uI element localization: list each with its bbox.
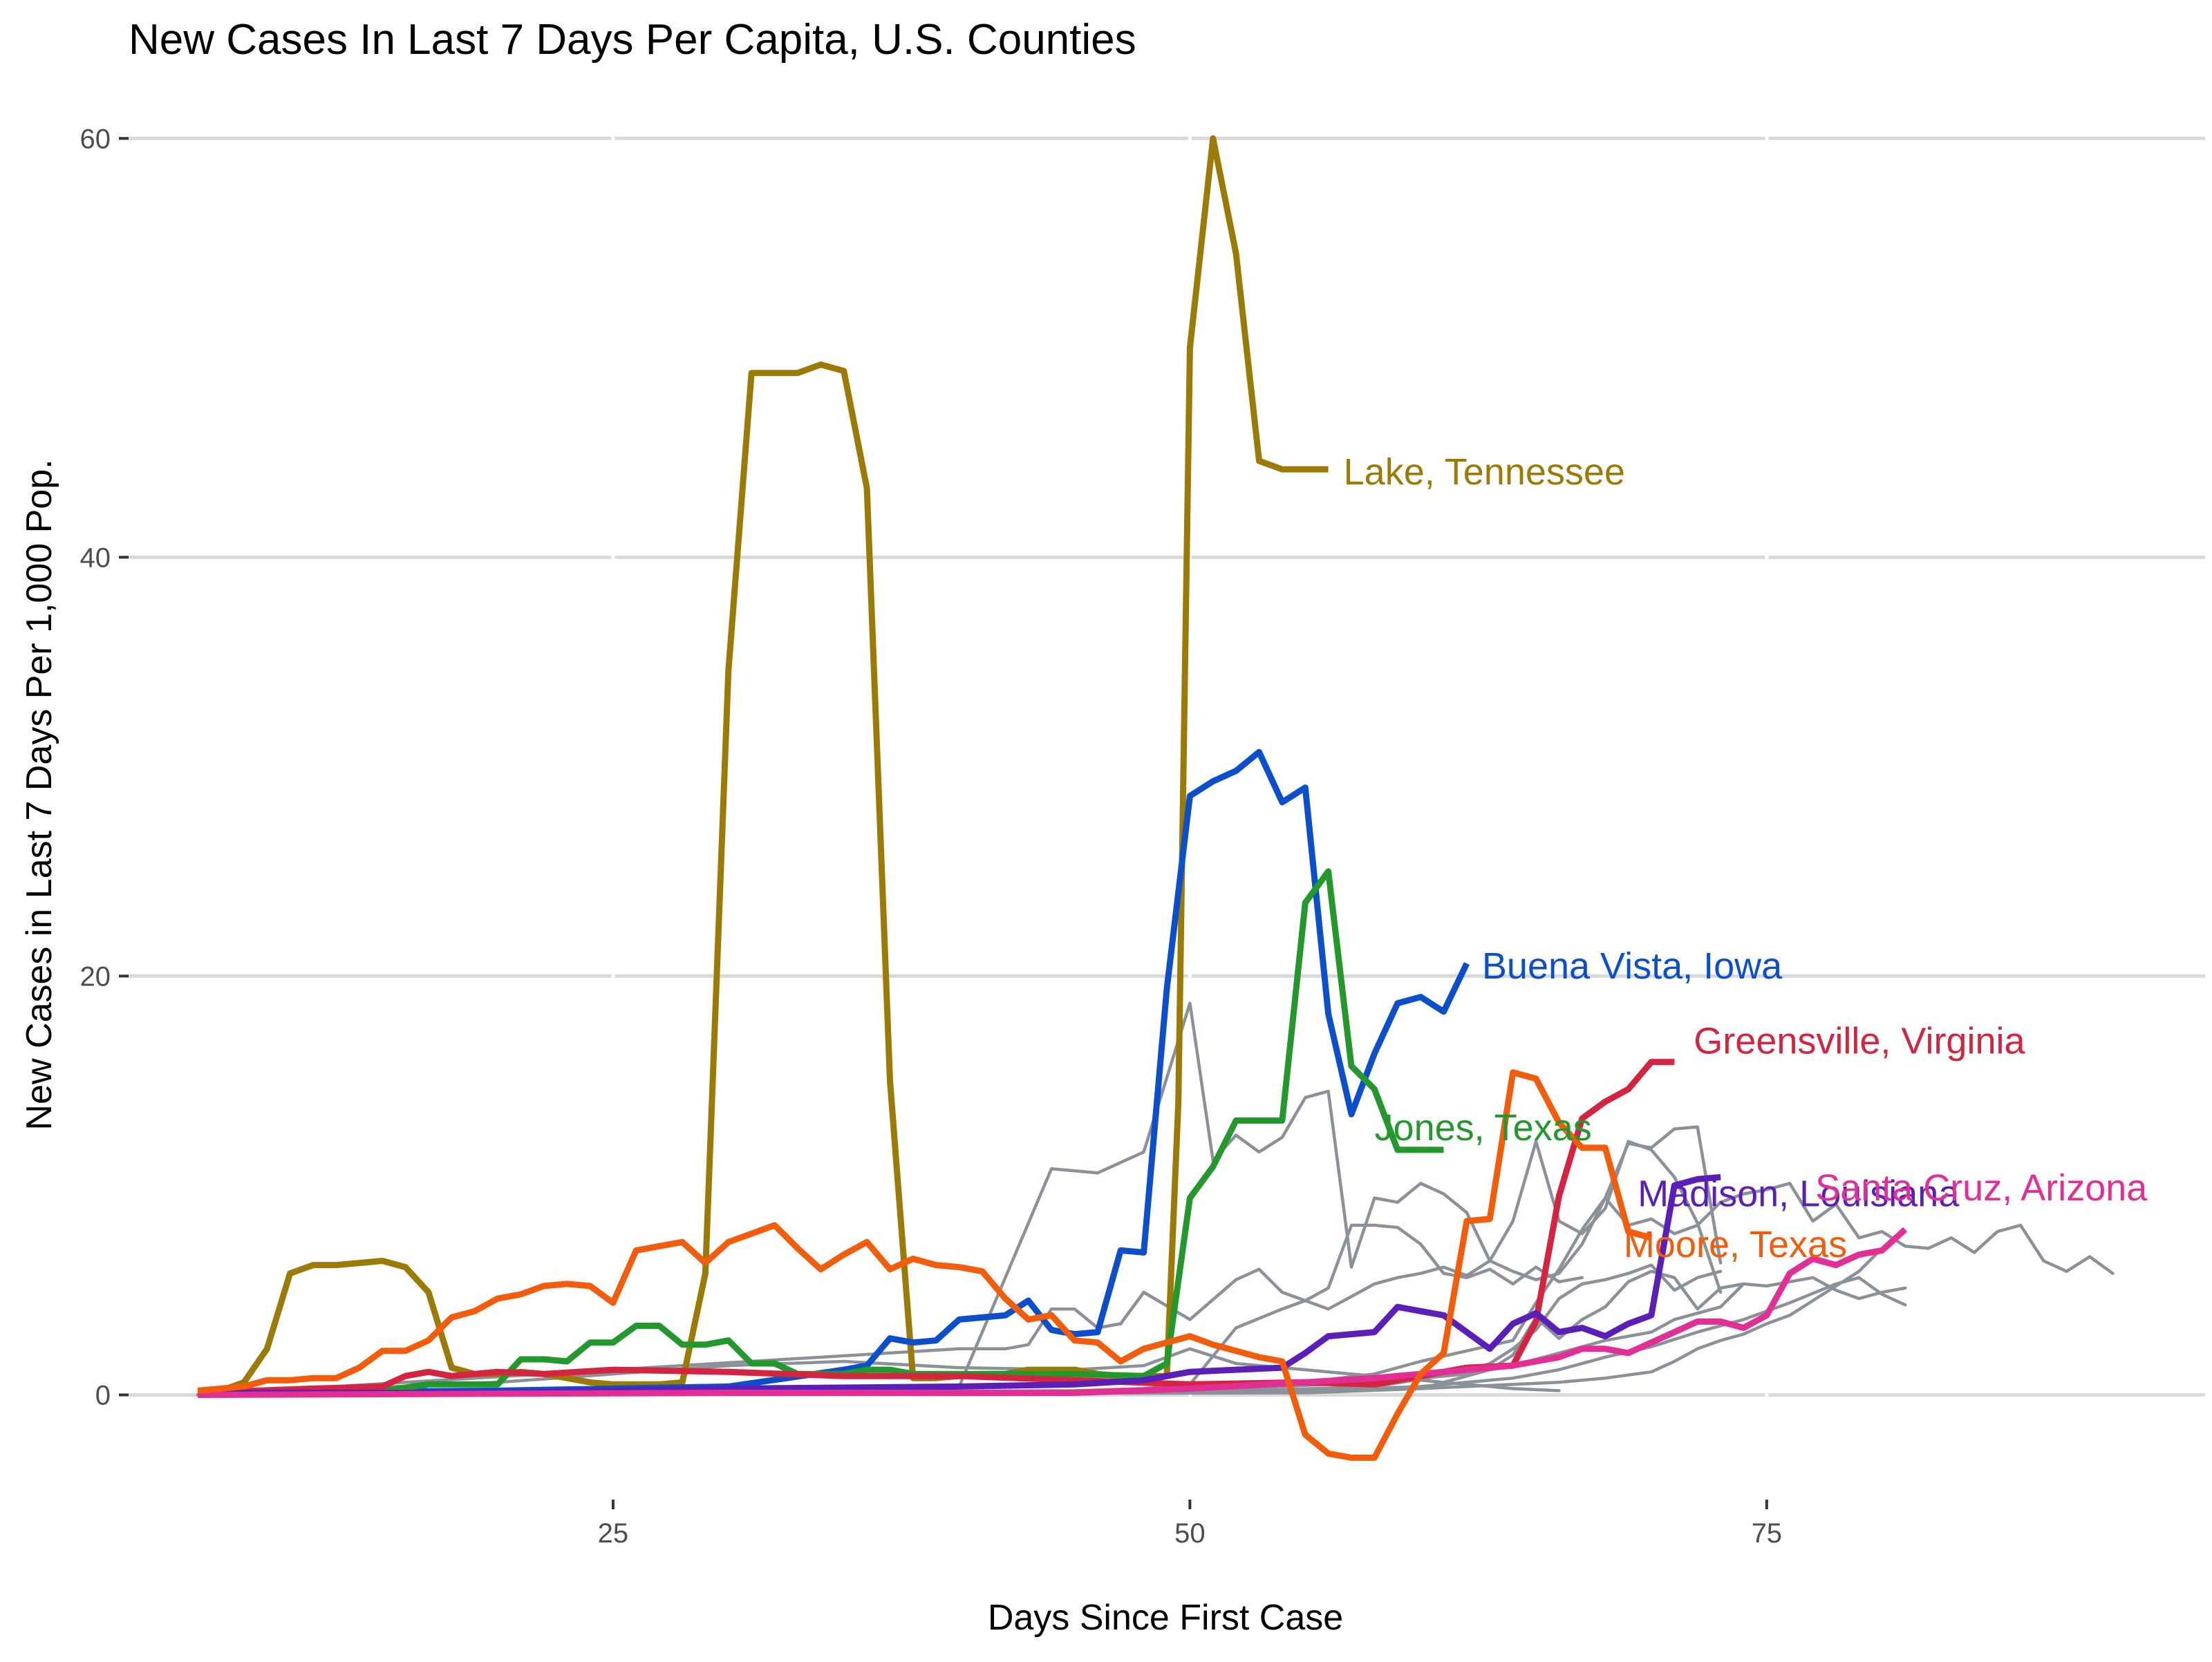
y-tick-label: 20 xyxy=(80,961,111,992)
y-axis-title: New Cases in Last 7 Days Per 1,000 Pop. xyxy=(19,459,59,1130)
x-tick-label: 50 xyxy=(1174,1518,1206,1549)
x-tick-label: 25 xyxy=(598,1518,629,1549)
series-label: Madison, Louisiana xyxy=(1638,1173,1960,1214)
series-label-layer: Lake, Tennessee Buena Vista, Iowa Jones, T… xyxy=(1344,451,2148,1265)
series-label: Lake, Tennessee xyxy=(1344,451,1625,493)
series-label: Jones, Texas xyxy=(1375,1107,1592,1149)
y-tick-label: 40 xyxy=(80,542,111,573)
x-axis-title: Days Since First Case xyxy=(988,1598,1343,1638)
series-line xyxy=(198,1173,1721,1396)
x-tick-label: 75 xyxy=(1752,1518,1783,1549)
series-label: Buena Vista, Iowa xyxy=(1482,945,1783,987)
background-county-line xyxy=(196,1247,1884,1397)
grid-layer xyxy=(129,117,2205,1500)
series-label: Moore, Texas xyxy=(1624,1224,1847,1265)
highlighted-series-layer xyxy=(197,135,1908,1461)
series-label: Greensville, Virginia xyxy=(1694,1021,2025,1062)
series-line xyxy=(197,1069,1653,1461)
background-series-layer xyxy=(196,1001,2115,1397)
background-county-line xyxy=(196,1001,1723,1397)
series-line xyxy=(197,135,1329,1396)
series-label: Santa Cruz, Arizona xyxy=(1815,1167,2148,1209)
y-tick-label: 60 xyxy=(80,124,111,154)
background-county-line xyxy=(196,1182,2115,1397)
series-line xyxy=(198,1227,1908,1398)
chart-title: New Cases In Last 7 Days Per Capita, U.S… xyxy=(129,16,1136,64)
background-county-line xyxy=(196,1125,1723,1397)
background-county-line xyxy=(196,1276,1907,1397)
series-line xyxy=(198,868,1444,1396)
background-county-line xyxy=(196,1223,1584,1397)
y-tick-label: 0 xyxy=(95,1380,111,1410)
series-line xyxy=(198,748,1470,1396)
axis-layer: 0 20 40 60 25 50 75 xyxy=(80,124,1783,1549)
